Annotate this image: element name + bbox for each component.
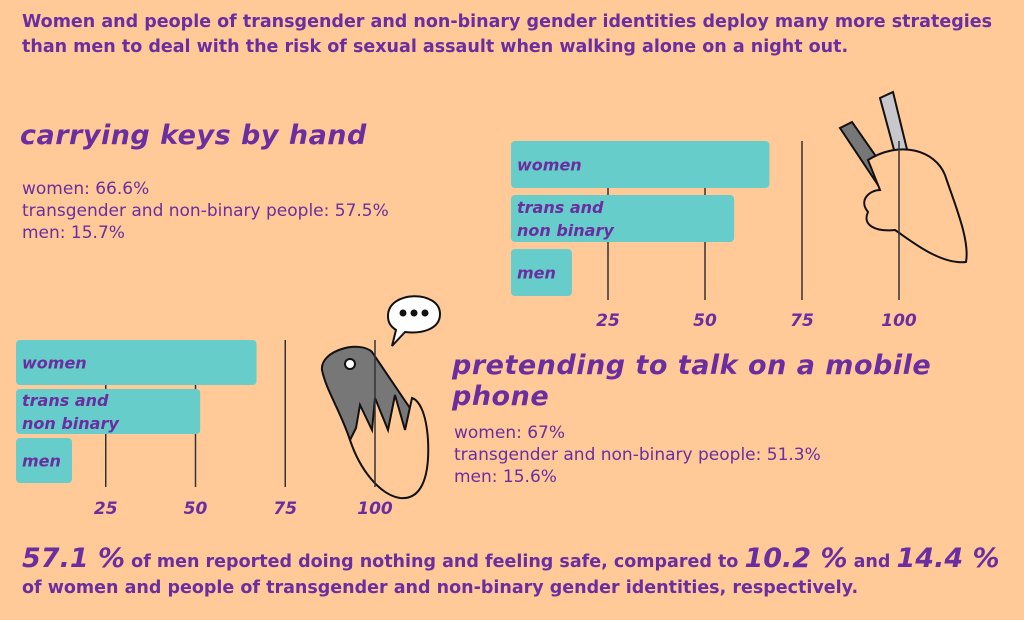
- bar: [16, 340, 257, 385]
- keys-stat-trans: transgender and non-binary people: 57.5%: [22, 201, 389, 221]
- bar: [16, 389, 201, 434]
- bar-label: trans and: [22, 391, 109, 410]
- bar: [511, 141, 770, 188]
- keys-stat-men: men: 15.7%: [22, 223, 125, 243]
- bar-label: women: [22, 354, 87, 373]
- bar: [16, 438, 73, 483]
- keys-heading: carrying keys by hand: [20, 120, 367, 151]
- intro-text: Women and people of transgender and non-…: [22, 12, 993, 57]
- keys-stats: women: 66.6% transgender and non-binary …: [22, 178, 389, 244]
- tick-label: 75: [790, 311, 814, 331]
- tick-label: 25: [94, 499, 118, 519]
- bar-label: men: [517, 264, 556, 283]
- phone-stat-men: men: 15.6%: [454, 467, 557, 487]
- footer-text2: and: [847, 552, 897, 572]
- phone-stats: women: 67% transgender and non-binary pe…: [454, 422, 821, 488]
- bar-label: men: [22, 452, 61, 471]
- tick-label: 100: [357, 499, 393, 519]
- tick-label: 50: [184, 499, 208, 519]
- phone-chart: 25 50 75 100 women trans and non binary men: [16, 340, 393, 519]
- women-pct: 10.2 %: [744, 543, 848, 574]
- keys-stat-women: women: 66.6%: [22, 179, 150, 199]
- men-pct: 57.1 %: [22, 543, 126, 574]
- tick-label: 100: [881, 311, 917, 331]
- bar-label: trans and: [517, 198, 604, 217]
- footer-text: 57.1 % of men reported doing nothing and…: [22, 543, 1012, 601]
- bar: [511, 249, 572, 296]
- footer-text3: of women and people of transgender and n…: [22, 578, 859, 598]
- trans-pct: 14.4 %: [896, 543, 1000, 574]
- keys-chart: 25 50 75 100 women trans and non binary men: [511, 141, 917, 331]
- bar-label: non binary: [517, 221, 614, 240]
- keys-in-hand-icon: [838, 90, 968, 264]
- bar: [511, 195, 735, 242]
- bar-label: women: [517, 156, 582, 175]
- tick-label: 75: [273, 499, 297, 519]
- footer-text1: of men reported doing nothing and feelin…: [125, 552, 745, 572]
- bar-label: non binary: [22, 414, 119, 433]
- tick-label: 25: [596, 311, 620, 331]
- phone-stat-women: women: 67%: [454, 423, 566, 443]
- phone-in-hand-icon: [320, 295, 442, 500]
- tick-label: 50: [693, 311, 717, 331]
- phone-stat-trans: transgender and non-binary people: 51.3%: [454, 445, 821, 465]
- phone-heading: pretending to talk on a mobile phone: [452, 350, 932, 412]
